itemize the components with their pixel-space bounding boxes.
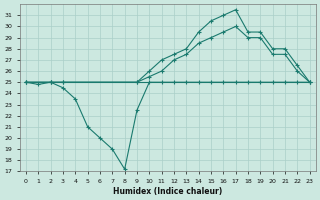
X-axis label: Humidex (Indice chaleur): Humidex (Indice chaleur) xyxy=(113,187,222,196)
